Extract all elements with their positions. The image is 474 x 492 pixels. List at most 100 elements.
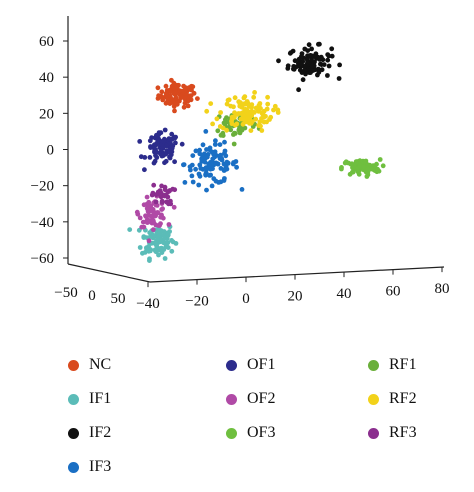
legend-item-if3: IF3: [68, 458, 111, 476]
legend-item-of2: OF2: [226, 390, 275, 408]
data-point: [316, 69, 322, 75]
data-point: [244, 99, 250, 104]
data-point: [216, 180, 222, 185]
data-point: [174, 101, 180, 107]
data-point: [173, 241, 179, 246]
data-point: [375, 166, 380, 172]
data-point: [214, 116, 220, 122]
data-point: [242, 94, 248, 99]
data-point: [317, 57, 323, 62]
legend-item-nc: NC: [68, 356, 111, 374]
data-point: [171, 204, 177, 210]
data-point: [241, 117, 247, 122]
data-point: [374, 161, 379, 167]
legend-label: IF3: [89, 458, 112, 475]
data-point: [163, 83, 169, 89]
data-point: [127, 227, 133, 233]
series-of3: [339, 157, 386, 179]
data-point: [232, 114, 237, 120]
data-point: [256, 108, 261, 114]
data-point: [156, 245, 161, 251]
data-point: [300, 77, 306, 83]
data-point: [219, 157, 225, 163]
data-point: [275, 107, 281, 113]
side-axis-line: [67, 263, 151, 283]
data-point: [361, 164, 366, 170]
data-point: [224, 101, 230, 107]
data-point: [142, 155, 148, 160]
data-point: [153, 192, 159, 198]
data-point: [221, 120, 227, 126]
data-point: [231, 141, 237, 147]
data-point: [234, 164, 240, 170]
data-point: [239, 187, 245, 192]
data-point: [203, 129, 209, 134]
data-point: [267, 117, 272, 122]
data-point: [137, 245, 143, 250]
data-point: [168, 198, 173, 204]
data-point: [147, 138, 153, 144]
legend-item-if1: IF1: [68, 390, 111, 408]
data-point: [168, 141, 174, 147]
data-point: [189, 173, 195, 179]
data-point: [153, 199, 159, 205]
front-tick-label: 60: [386, 284, 401, 300]
vertical-tick-label: 40: [39, 70, 54, 86]
data-point: [309, 58, 315, 63]
front-tick-label: 20: [288, 289, 303, 305]
series-if2: [276, 41, 342, 93]
vertical-tick-label: −20: [31, 179, 54, 195]
data-point: [288, 50, 294, 55]
legend-label: OF1: [247, 356, 276, 373]
data-point: [163, 151, 168, 157]
front-tick-label: 80: [435, 281, 450, 297]
data-point: [152, 213, 158, 219]
legend-marker: [68, 393, 79, 405]
data-point: [199, 159, 205, 164]
data-point: [193, 148, 199, 154]
data-point: [299, 51, 305, 56]
side-tick-label: 0: [88, 288, 96, 304]
data-point: [207, 163, 213, 169]
data-point: [161, 138, 167, 144]
legend-label: RF3: [389, 424, 417, 441]
data-point: [144, 246, 150, 252]
legend-item-of1: OF1: [226, 356, 275, 374]
data-point: [146, 213, 152, 218]
data-point: [213, 138, 218, 144]
data-point: [160, 206, 166, 212]
legend-item-rf3: RF3: [368, 424, 417, 442]
data-point: [174, 82, 180, 88]
data-point: [208, 101, 214, 106]
data-point: [153, 249, 159, 255]
data-point: [212, 142, 218, 147]
data-point: [152, 148, 158, 154]
data-point: [306, 42, 312, 48]
data-point: [155, 85, 161, 91]
data-point: [149, 192, 155, 198]
data-point: [169, 238, 175, 243]
data-point: [276, 58, 281, 64]
data-point: [149, 234, 155, 240]
data-point: [213, 160, 219, 166]
data-point: [259, 128, 265, 133]
data-point: [337, 62, 342, 68]
data-point: [240, 121, 246, 127]
data-point: [155, 210, 161, 216]
data-point: [257, 119, 263, 125]
data-point: [232, 110, 237, 116]
data-point: [172, 135, 178, 141]
data-point: [151, 182, 157, 188]
data-point: [238, 127, 244, 133]
front-tick-label: 40: [337, 286, 352, 302]
tick-labels: 60 40 20 0 −20 −40 −60 −40 −20 0 20 40 60 80 −50 0 50: [31, 34, 450, 312]
front-axis-line: [149, 266, 445, 283]
axes: [63, 16, 445, 288]
data-point: [342, 160, 348, 166]
data-point: [248, 128, 254, 134]
vertical-tick-label: 60: [39, 34, 54, 50]
data-point: [302, 68, 308, 73]
data-point: [303, 71, 308, 77]
data-point: [292, 58, 298, 64]
data-point: [162, 256, 168, 261]
